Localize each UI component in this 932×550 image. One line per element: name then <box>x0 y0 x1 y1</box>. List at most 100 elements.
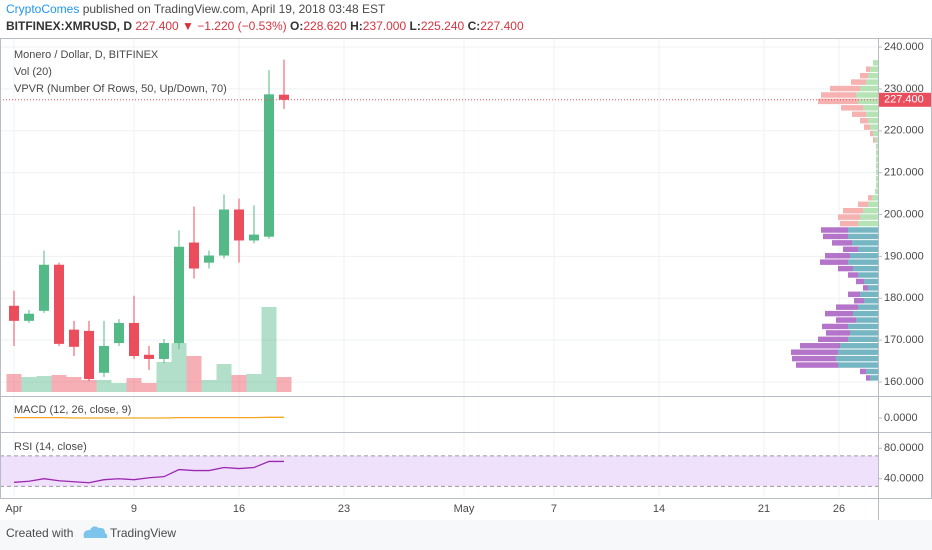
profile-up <box>864 298 878 304</box>
profile-up <box>864 278 878 285</box>
profile-down <box>822 323 848 330</box>
profile-up <box>866 79 878 85</box>
candle-body <box>248 234 259 241</box>
candle-body <box>218 209 229 256</box>
ohlc-value: 225.240 <box>421 19 465 33</box>
brand-name[interactable]: TradingView <box>110 526 176 540</box>
profile-up <box>858 304 878 310</box>
x-tick-label: 14 <box>653 503 665 515</box>
x-tick-label: Apr <box>5 503 22 515</box>
candle-body <box>233 209 244 241</box>
y-tick-label: 170.000 <box>884 334 924 346</box>
y-tick-label: 210.000 <box>884 167 924 179</box>
profile-down <box>836 304 858 310</box>
macd-title: MACD (12, 26, close, 9) <box>14 404 131 416</box>
footer-bar <box>0 520 932 550</box>
profile-up <box>876 150 878 156</box>
x-tick-label: 7 <box>551 503 557 515</box>
profile-up <box>863 105 878 111</box>
y-tick-label: 180.000 <box>884 292 924 304</box>
profile-up <box>848 227 878 233</box>
profile-up <box>848 323 878 330</box>
ohlc-value: 227.400 <box>480 19 524 33</box>
ohlc-key: C: <box>468 19 481 33</box>
y-tick-label: 80.0000 <box>884 442 924 454</box>
volume-bar <box>186 356 202 392</box>
profile-up <box>875 137 878 143</box>
y-tick-label: 220.000 <box>884 125 924 137</box>
ohlc-value: 228.620 <box>303 19 347 33</box>
profile-up <box>853 265 878 272</box>
profile-up <box>863 207 878 214</box>
candle-body <box>98 345 109 373</box>
symbol: BITFINEX:XMRUSD, D <box>6 19 132 33</box>
volume-bar <box>66 377 82 392</box>
publish-line: CryptoComes published on TradingView.com… <box>6 2 386 16</box>
price-pane-title: Monero / Dollar, D, BITFINEX <box>14 49 159 61</box>
author[interactable]: CryptoComes <box>6 2 79 16</box>
profile-up <box>866 111 878 117</box>
profile-down <box>818 98 858 105</box>
volume-bar <box>6 374 22 392</box>
profile-up <box>856 92 878 98</box>
profile-up <box>868 285 878 291</box>
candle-body <box>173 246 184 344</box>
profile-down <box>851 79 866 85</box>
profile-up <box>876 143 878 150</box>
candle-body <box>53 264 64 344</box>
last-price-box <box>878 92 932 107</box>
profile-down <box>832 240 852 246</box>
profile-down <box>860 117 868 124</box>
profile-down <box>868 195 872 201</box>
profile-down <box>843 246 858 253</box>
volume-bar <box>171 343 187 392</box>
symbol-line: BITFINEX:XMRUSD, D 227.400 ▼ −1.220 (−0.… <box>6 19 524 33</box>
brand-logo[interactable] <box>83 526 108 538</box>
profile-down <box>873 137 875 143</box>
x-tick-label: 16 <box>233 503 245 515</box>
profile-up <box>876 169 878 175</box>
profile-down <box>848 291 860 298</box>
profile-up <box>850 253 878 259</box>
rsi-title: RSI (14, close) <box>14 441 87 453</box>
candle-body <box>188 242 199 269</box>
profile-down <box>870 130 873 137</box>
ohlc-key: O: <box>290 19 303 33</box>
profile-down <box>800 343 840 349</box>
y-tick-label: 160.000 <box>884 376 924 388</box>
profile-up <box>858 220 878 227</box>
ohlc-key: H: <box>350 19 363 33</box>
profile-up <box>848 259 878 265</box>
profile-down <box>830 85 860 92</box>
profile-down <box>826 330 850 336</box>
volume-bar <box>201 380 217 392</box>
volume-bar <box>36 376 52 392</box>
profile-up <box>858 98 878 105</box>
profile-down <box>792 355 836 362</box>
profile-up <box>860 85 878 92</box>
profile-up <box>868 201 878 208</box>
candle-body <box>143 354 154 359</box>
profile-up <box>860 291 878 298</box>
profile-down <box>863 285 868 291</box>
profile-down <box>821 227 848 233</box>
profile-down <box>825 310 853 317</box>
candle-body <box>128 322 139 357</box>
profile-down <box>860 368 866 375</box>
profile-down <box>840 220 858 227</box>
volume-bar <box>246 374 262 392</box>
profile-up <box>870 124 878 130</box>
profile-up <box>870 66 878 72</box>
candle-body <box>38 264 49 311</box>
profile-up <box>876 175 878 182</box>
volume-bar <box>96 380 112 392</box>
candle-body <box>263 94 274 237</box>
profile-up <box>872 195 878 201</box>
profile-up <box>853 310 878 317</box>
x-tick-label: 23 <box>338 503 350 515</box>
volume-bar <box>111 383 127 392</box>
profile-down <box>866 66 870 72</box>
profile-title: VPVR (Number Of Rows, 50, Up/Down, 70) <box>14 83 227 95</box>
profile-up <box>868 72 878 79</box>
